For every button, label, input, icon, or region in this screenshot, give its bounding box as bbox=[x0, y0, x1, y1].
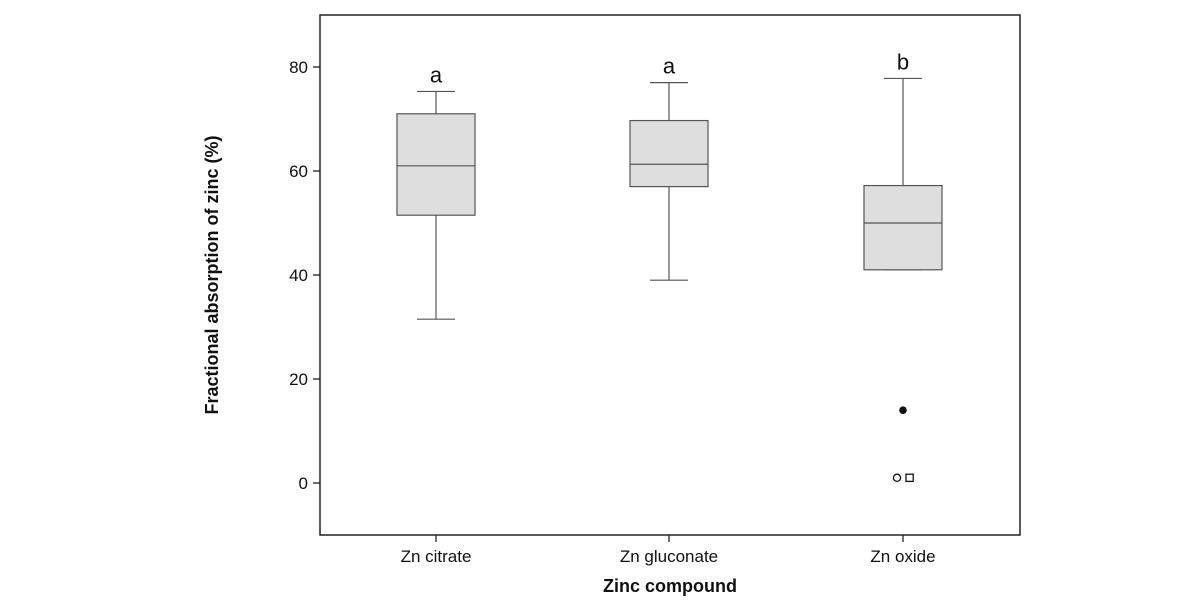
x-tick-label-zn-gluconate: Zn gluconate bbox=[620, 547, 718, 566]
y-axis-title: Fractional absorption of zinc (%) bbox=[202, 135, 222, 414]
box-iqr bbox=[396, 113, 476, 216]
y-tick-label-80: 80 bbox=[289, 58, 308, 77]
significance-letter: b bbox=[897, 49, 909, 74]
x-tick-label-zn-citrate: Zn citrate bbox=[401, 547, 472, 566]
box-zn-citrate: a bbox=[396, 62, 476, 320]
box-zn-oxide: b bbox=[863, 49, 943, 483]
x-tick-label-zn-oxide: Zn oxide bbox=[870, 547, 935, 566]
y-tick-label-0: 0 bbox=[299, 474, 308, 493]
outlier-filled-circle bbox=[899, 406, 907, 415]
significance-letter: a bbox=[430, 62, 443, 87]
x-axis-title: Zinc compound bbox=[603, 576, 737, 596]
box-zn-gluconate: a bbox=[629, 54, 709, 281]
x-axis: Zn citrate Zn gluconate Zn oxide bbox=[401, 535, 936, 566]
plot-frame bbox=[319, 14, 1021, 536]
y-axis: 0 20 40 60 80 bbox=[289, 58, 320, 493]
y-tick-label-20: 20 bbox=[289, 370, 308, 389]
box-iqr bbox=[863, 184, 943, 271]
significance-letter: a bbox=[663, 54, 676, 79]
box-iqr bbox=[629, 119, 709, 188]
outlier-open-circle bbox=[892, 473, 902, 483]
outlier-open-square bbox=[905, 473, 914, 483]
y-tick-label-60: 60 bbox=[289, 162, 308, 181]
y-tick-label-40: 40 bbox=[289, 266, 308, 285]
